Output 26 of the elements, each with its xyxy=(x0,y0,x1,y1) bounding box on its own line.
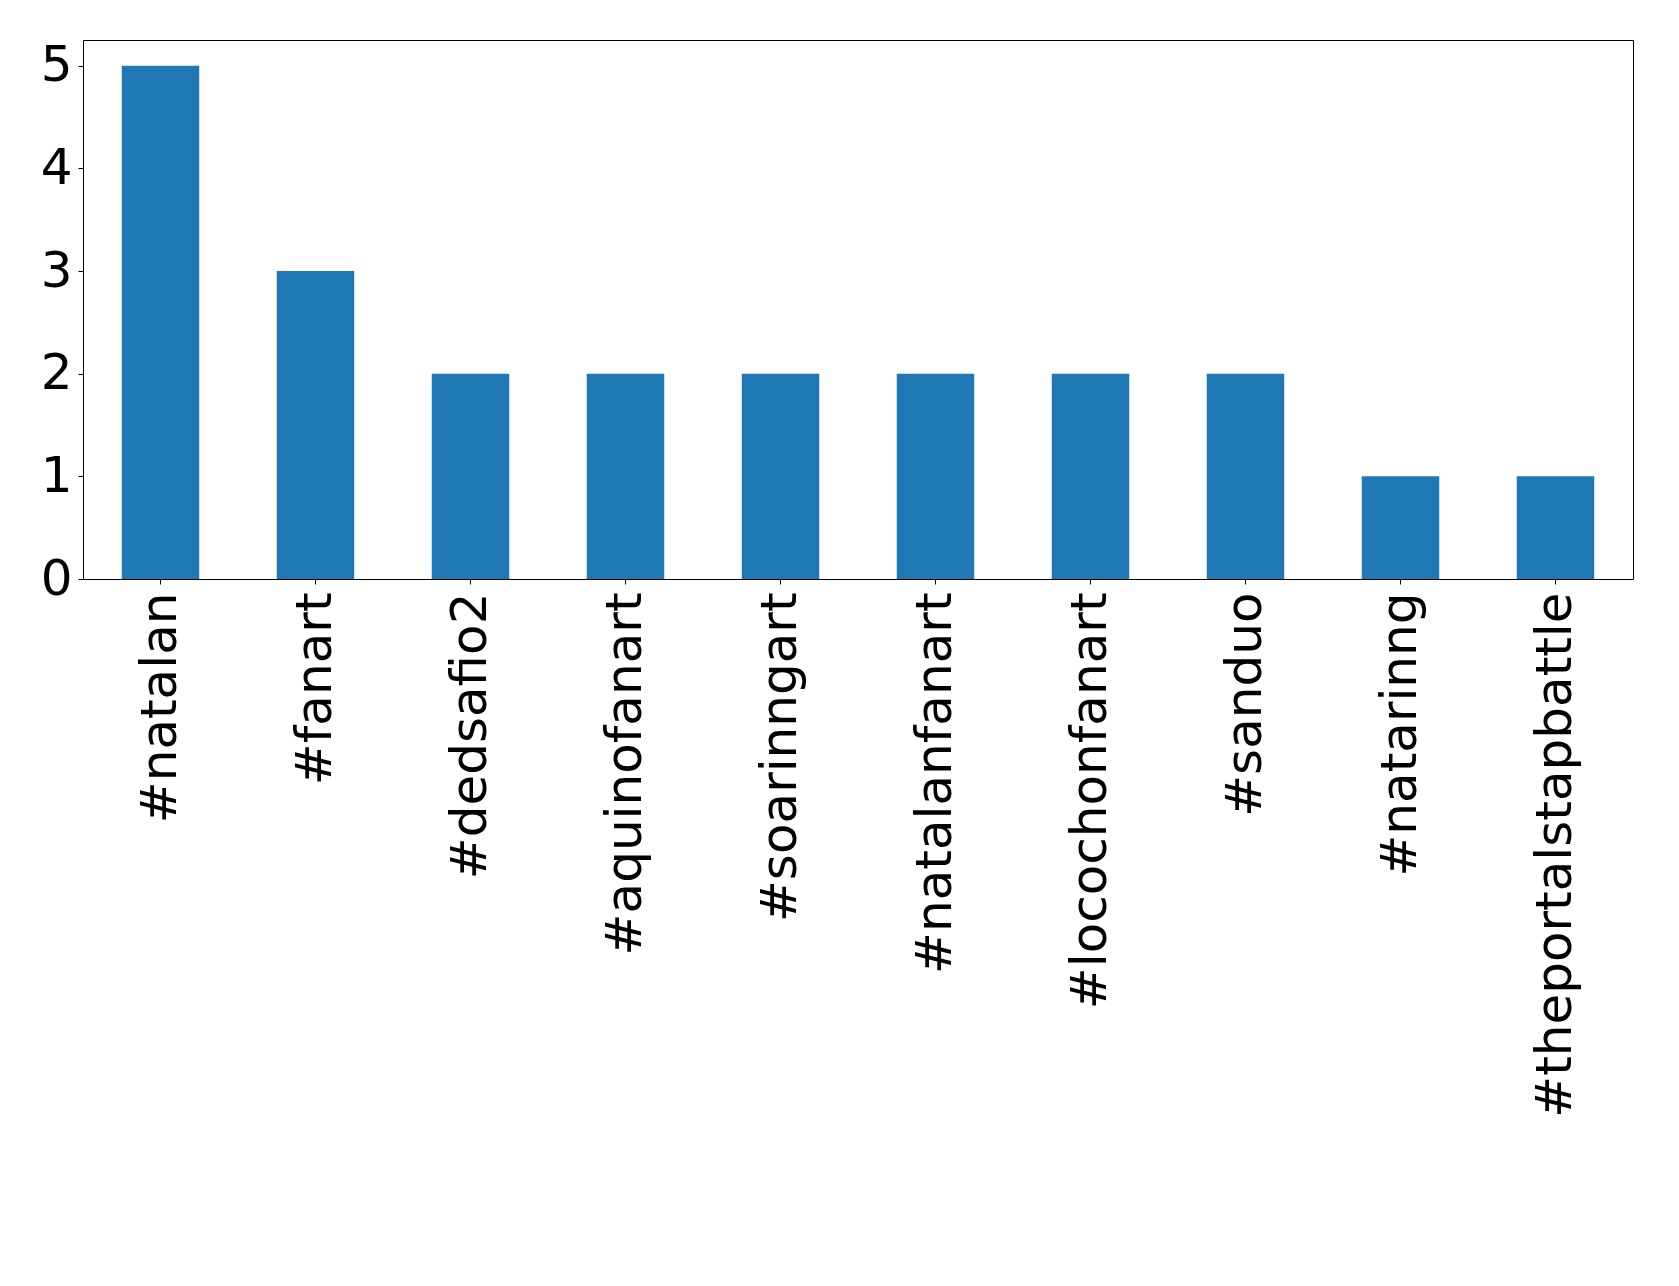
bar xyxy=(121,65,200,579)
bar xyxy=(1361,476,1440,579)
x-tick-label: #locochonfanart xyxy=(1059,592,1118,1010)
y-tick-label: 1 xyxy=(40,445,73,504)
x-tick-label: #natarinng xyxy=(1369,592,1428,877)
bar xyxy=(896,373,975,579)
bar xyxy=(741,373,820,579)
x-tick-label: #dedsafio2 xyxy=(439,592,498,880)
y-tick-label: 5 xyxy=(40,35,73,94)
bar xyxy=(1206,373,1285,579)
y-tick-label: 2 xyxy=(40,343,73,402)
y-tick-label: 0 xyxy=(40,548,73,607)
x-tick-label: #aquinofanart xyxy=(594,592,653,956)
bar xyxy=(1051,373,1130,579)
bar xyxy=(431,373,510,579)
bar xyxy=(586,373,665,579)
bar xyxy=(276,271,355,579)
x-tick-label: #natalan xyxy=(129,592,188,824)
x-tick-label: #fanart xyxy=(284,592,343,786)
x-tick-label: #soarinngart xyxy=(749,592,808,923)
bar xyxy=(1516,476,1595,579)
y-tick-label: 4 xyxy=(40,137,73,196)
x-tick-label: #theportalstapbattle xyxy=(1524,592,1583,1118)
x-tick-label: #sanduo xyxy=(1214,592,1273,817)
x-tick-label: #natalanfanart xyxy=(904,592,963,974)
y-tick-label: 3 xyxy=(40,240,73,299)
